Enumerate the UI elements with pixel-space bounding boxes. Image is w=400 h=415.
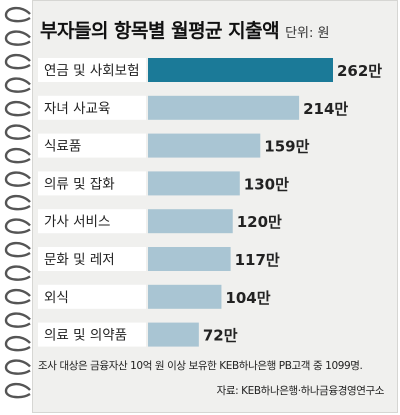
category-label: 가사 서비스: [44, 214, 110, 230]
unit-label: 단위: 원: [285, 26, 330, 41]
spiral-ring: [4, 359, 31, 375]
category-label: 외식: [44, 290, 69, 306]
category-label-box: [38, 58, 146, 82]
spiral-ring: [4, 124, 31, 140]
spiral-ring: [4, 382, 31, 399]
bar: [148, 322, 199, 347]
spiral-ring: [4, 312, 31, 328]
spiral-ring: [4, 241, 31, 258]
category-label-box: [38, 284, 146, 309]
category-label: 의료 및 의약품: [44, 328, 127, 344]
bar: [148, 209, 233, 234]
category-label-box: [38, 95, 146, 120]
bar: [148, 171, 240, 196]
notebook-spiral-binding: [4, 6, 31, 399]
category-label-box: [38, 133, 146, 158]
spiral-ring: [4, 77, 31, 93]
spiral-ring: [4, 6, 31, 23]
category-label: 의류 및 잡화: [44, 176, 115, 192]
value-label: 72만: [203, 327, 238, 345]
spiral-ring: [4, 265, 31, 281]
category-label-box: [38, 247, 146, 271]
category-label: 연금 및 사회보험: [44, 63, 140, 79]
bar: [148, 133, 261, 158]
value-label: 117만: [235, 251, 280, 269]
chart-header: 부자들의 항목별 월평균 지출액 단위: 원: [40, 16, 390, 44]
category-label: 문화 및 레저: [44, 252, 115, 268]
category-label-box: [38, 209, 146, 234]
source-note: 자료: KEB하나은행·하나금융경영연구소: [216, 385, 385, 397]
spiral-ring: [4, 288, 31, 305]
spiral-ring: [4, 53, 31, 70]
bar: [148, 95, 300, 120]
bar: [148, 58, 333, 82]
value-label: 130만: [244, 175, 289, 193]
spiral-ring: [4, 147, 31, 164]
chart-title: 부자들의 항목별 월평균 지출액: [40, 20, 280, 42]
category-label-box: [38, 171, 146, 196]
value-label: 214만: [303, 100, 348, 118]
category-label: 식료품: [44, 139, 81, 155]
bar: [148, 284, 222, 309]
footnote: 조사 대상은 금융자산 10억 원 이상 보유한 KEB하나은행 PB고객 중 …: [38, 360, 363, 372]
value-label: 120만: [237, 213, 282, 231]
spiral-ring: [4, 194, 31, 211]
spiral-ring: [4, 335, 31, 352]
spiral-ring: [4, 218, 31, 234]
value-label: 104만: [225, 289, 270, 307]
bar: [148, 247, 231, 271]
category-label-box: [38, 322, 146, 347]
spiral-ring: [4, 171, 31, 187]
spiral-ring: [4, 100, 31, 117]
value-label: 159만: [264, 138, 309, 156]
category-label: 자녀 사교육: [44, 101, 110, 117]
spiral-ring: [4, 30, 31, 46]
value-label: 262만: [337, 62, 382, 80]
